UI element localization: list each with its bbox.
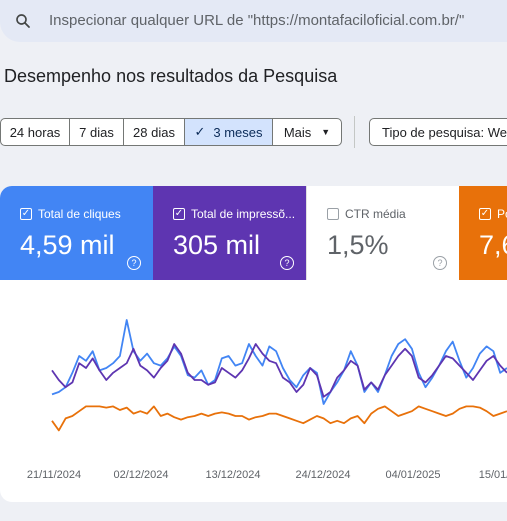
date-option-28d[interactable]: 28 dias (124, 119, 185, 145)
metric-label: Po (497, 207, 507, 221)
chevron-down-icon: ▼ (321, 127, 331, 137)
metric-card-position[interactable]: ✓ Po 7,6 (459, 186, 507, 280)
metric-label: Total de impressõ... (191, 207, 296, 221)
metric-value: 305 mil (173, 230, 261, 260)
metric-value: 7,6 (479, 230, 507, 260)
url-inspection-input[interactable]: Inspecionar qualquer URL de "https://mon… (49, 12, 465, 29)
help-icon[interactable]: ? (127, 256, 141, 270)
line-chart: 21/11/2024 02/12/2024 13/12/2024 24/12/2024… (27, 319, 507, 481)
help-icon[interactable]: ? (280, 256, 294, 270)
metric-label: Total de cliques (38, 207, 121, 221)
help-icon[interactable]: ? (433, 256, 447, 270)
date-option-7d[interactable]: 7 dias (70, 119, 124, 145)
series-line-2 (51, 405, 507, 432)
x-tick-label: 21/11/2024 (27, 469, 81, 481)
x-tick-label: 15/01/ (479, 469, 507, 481)
metric-card-impressions[interactable]: ✓ Total de impressõ... 305 mil ? (153, 186, 306, 280)
date-range-selector: 24 horas 7 dias 28 dias ✓ 3 meses Mais ▼ (0, 118, 342, 146)
search-icon (16, 14, 30, 28)
check-icon: ✓ (194, 124, 206, 139)
performance-chart: 21/11/2024 02/12/2024 13/12/2024 24/12/2024… (0, 280, 507, 502)
checkbox-checked-icon[interactable]: ✓ (20, 208, 32, 220)
metric-value: 1,5% (327, 230, 389, 260)
x-tick-label: 24/12/2024 (295, 469, 350, 481)
metric-card-clicks[interactable]: ✓ Total de cliques 4,59 mil ? (0, 186, 153, 280)
date-option-more[interactable]: Mais ▼ (283, 124, 331, 140)
checkbox-checked-icon[interactable]: ✓ (479, 208, 491, 220)
metric-card-ctr[interactable]: CTR média 1,5% ? (306, 186, 459, 280)
x-tick-label: 13/12/2024 (205, 469, 260, 481)
x-tick-label: 04/01/2025 (385, 469, 440, 481)
checkbox-checked-icon[interactable]: ✓ (173, 208, 185, 220)
x-tick-label: 02/12/2024 (113, 469, 168, 481)
series-line-1 (51, 343, 507, 398)
date-option-24h[interactable]: 24 horas (1, 119, 70, 145)
metric-value: 4,59 mil (20, 230, 115, 260)
url-inspection-bar[interactable]: Inspecionar qualquer URL de "https://mon… (0, 0, 507, 42)
search-type-filter[interactable]: Tipo de pesquisa: Web (369, 118, 507, 146)
date-option-3m[interactable]: ✓ 3 meses (185, 119, 273, 145)
toolbar-divider (354, 116, 355, 148)
page-title: Desempenho nos resultados da Pesquisa (4, 66, 338, 86)
checkbox-unchecked-icon[interactable] (327, 208, 339, 220)
metric-label: CTR média (345, 207, 406, 221)
series-line-0 (51, 319, 507, 405)
